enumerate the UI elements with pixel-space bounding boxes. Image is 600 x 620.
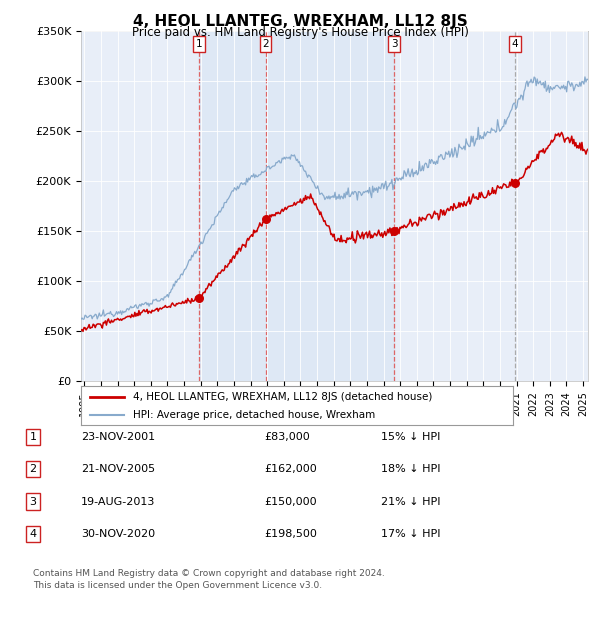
Text: £198,500: £198,500: [264, 529, 317, 539]
Text: 3: 3: [391, 39, 397, 49]
Point: [194, 293, 204, 303]
Text: 18% ↓ HPI: 18% ↓ HPI: [381, 464, 440, 474]
Text: 21-NOV-2005: 21-NOV-2005: [81, 464, 155, 474]
Text: £162,000: £162,000: [264, 464, 317, 474]
Text: 23-NOV-2001: 23-NOV-2001: [81, 432, 155, 442]
Text: £150,000: £150,000: [264, 497, 317, 507]
Text: Price paid vs. HM Land Registry's House Price Index (HPI): Price paid vs. HM Land Registry's House …: [131, 26, 469, 39]
Point: [511, 178, 520, 188]
Point: [389, 226, 399, 236]
Text: 19-AUG-2013: 19-AUG-2013: [81, 497, 155, 507]
Text: 21% ↓ HPI: 21% ↓ HPI: [381, 497, 440, 507]
Text: 2: 2: [29, 464, 37, 474]
Text: 4, HEOL LLANTEG, WREXHAM, LL12 8JS: 4, HEOL LLANTEG, WREXHAM, LL12 8JS: [133, 14, 467, 29]
Text: 17% ↓ HPI: 17% ↓ HPI: [381, 529, 440, 539]
Text: 30-NOV-2020: 30-NOV-2020: [81, 529, 155, 539]
Text: This data is licensed under the Open Government Licence v3.0.: This data is licensed under the Open Gov…: [33, 581, 322, 590]
Text: Contains HM Land Registry data © Crown copyright and database right 2024.: Contains HM Land Registry data © Crown c…: [33, 569, 385, 578]
Text: 4: 4: [512, 39, 518, 49]
Text: 2: 2: [262, 39, 269, 49]
Text: 1: 1: [196, 39, 202, 49]
Text: £83,000: £83,000: [264, 432, 310, 442]
Text: 4, HEOL LLANTEG, WREXHAM, LL12 8JS (detached house): 4, HEOL LLANTEG, WREXHAM, LL12 8JS (deta…: [133, 392, 432, 402]
Text: 3: 3: [29, 497, 37, 507]
Text: 1: 1: [29, 432, 37, 442]
Text: HPI: Average price, detached house, Wrexham: HPI: Average price, detached house, Wrex…: [133, 410, 375, 420]
Point: [261, 214, 271, 224]
Bar: [199, 31, 394, 381]
Text: 15% ↓ HPI: 15% ↓ HPI: [381, 432, 440, 442]
Text: 4: 4: [29, 529, 37, 539]
